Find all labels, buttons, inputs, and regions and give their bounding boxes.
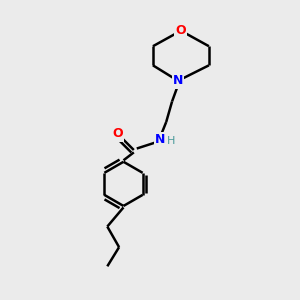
Text: N: N <box>173 74 183 87</box>
Text: O: O <box>112 127 123 140</box>
Text: N: N <box>155 133 166 146</box>
Text: H: H <box>167 136 176 146</box>
Text: O: O <box>176 24 186 37</box>
